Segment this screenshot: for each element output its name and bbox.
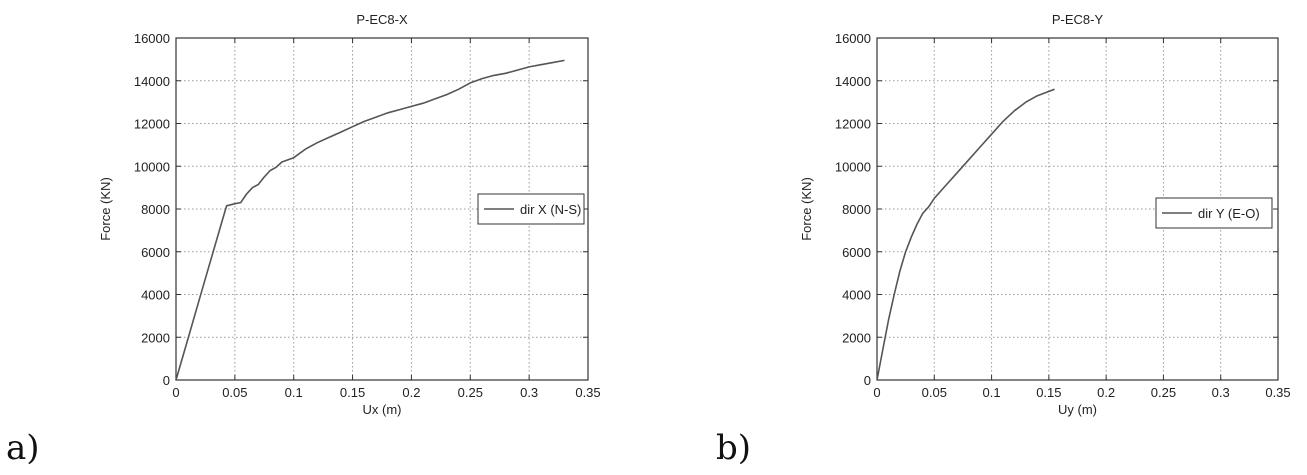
y-tick-label: 0 (864, 373, 871, 388)
x-tick-label: 0.2 (1097, 385, 1115, 400)
panel-label-b: b) (716, 428, 752, 468)
x-tick-label: 0 (873, 385, 880, 400)
chart-title: P-EC8-Y (1052, 12, 1104, 27)
x-tick-label: 0.35 (575, 385, 600, 400)
x-tick-label: 0.05 (922, 385, 947, 400)
series-line (876, 88, 1055, 381)
chart-p-ec8-y: 0 0.05 0.1 0.15 0.2 0.25 0.3 0.35 0 2000 4000 6000 8… (799, 12, 1291, 417)
y-tick-label: 12000 (835, 117, 871, 132)
axes-box (876, 37, 1279, 381)
legend-label: dir Y (E-O) (1198, 206, 1260, 221)
axes-box (175, 37, 589, 381)
y-tick-label: 8000 (141, 202, 170, 217)
y-tick-label: 12000 (134, 117, 170, 132)
x-tick-label: 0.2 (402, 385, 420, 400)
x-axis-label: Ux (m) (363, 402, 402, 417)
y-tick-label: 16000 (134, 31, 170, 46)
chart-p-ec8-x: 0 0.05 0.1 0.15 0.2 0.25 0.3 0.35 0 2000 4000 6000 8… (98, 12, 601, 417)
y-tick-label: 8000 (842, 202, 871, 217)
y-tick-label: 6000 (141, 245, 170, 260)
y-tick-label: 6000 (842, 245, 871, 260)
x-tick-label: 0.15 (1036, 385, 1061, 400)
legend-label: dir X (N-S) (520, 202, 581, 217)
y-tick-label: 4000 (842, 288, 871, 303)
y-tick-label: 0 (163, 373, 170, 388)
panel-label-a: a) (6, 428, 40, 468)
x-tick-label: 0.3 (520, 385, 538, 400)
x-tick-label: 0.25 (1151, 385, 1176, 400)
x-tick-label: 0.15 (340, 385, 365, 400)
y-tick-label: 10000 (134, 159, 170, 174)
x-tick-label: 0.1 (983, 385, 1001, 400)
y-tick-label: 14000 (134, 74, 170, 89)
y-tick-label: 16000 (835, 31, 871, 46)
x-tick-label: 0.1 (285, 385, 303, 400)
series-line (175, 59, 565, 381)
x-axis-label: Uy (m) (1058, 402, 1097, 417)
x-tick-label: 0.25 (458, 385, 483, 400)
y-tick-label: 14000 (835, 74, 871, 89)
chart-title: P-EC8-X (356, 12, 408, 27)
x-tick-label: 0.3 (1212, 385, 1230, 400)
y-tick-label: 2000 (141, 330, 170, 345)
y-tick-label: 2000 (842, 330, 871, 345)
x-tick-label: 0 (172, 385, 179, 400)
y-tick-label: 4000 (141, 288, 170, 303)
x-tick-label: 0.05 (222, 385, 247, 400)
y-axis-label: Force (KN) (799, 177, 814, 241)
y-axis-label: Force (KN) (98, 177, 113, 241)
x-tick-label: 0.35 (1265, 385, 1290, 400)
y-tick-label: 10000 (835, 159, 871, 174)
